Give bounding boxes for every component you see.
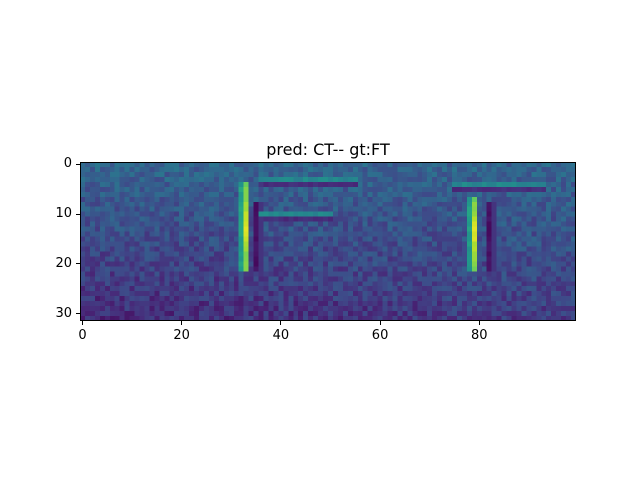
x-tick-label: 60	[371, 328, 389, 343]
heatmap-canvas	[80, 162, 576, 321]
y-tick-label: 0	[63, 156, 72, 172]
y-tick	[76, 213, 80, 215]
y-tick	[76, 313, 80, 315]
y-tick	[76, 263, 80, 265]
y-tick	[76, 163, 80, 165]
x-tick	[478, 321, 480, 325]
y-tick-label: 30	[55, 305, 72, 321]
x-tick-label: 20	[173, 328, 190, 343]
chart-title: pred: CT-- gt:FT	[266, 140, 390, 159]
x-tick	[379, 321, 381, 325]
x-tick	[280, 321, 282, 325]
y-tick-label: 20	[55, 255, 72, 271]
heatmap-image	[80, 162, 576, 321]
x-tick	[81, 321, 83, 325]
y-tick-label: 10	[55, 206, 72, 222]
x-tick-label: 0	[78, 328, 87, 343]
x-tick-label: 40	[272, 328, 290, 343]
x-tick-label: 80	[470, 328, 488, 343]
x-tick	[181, 321, 183, 325]
